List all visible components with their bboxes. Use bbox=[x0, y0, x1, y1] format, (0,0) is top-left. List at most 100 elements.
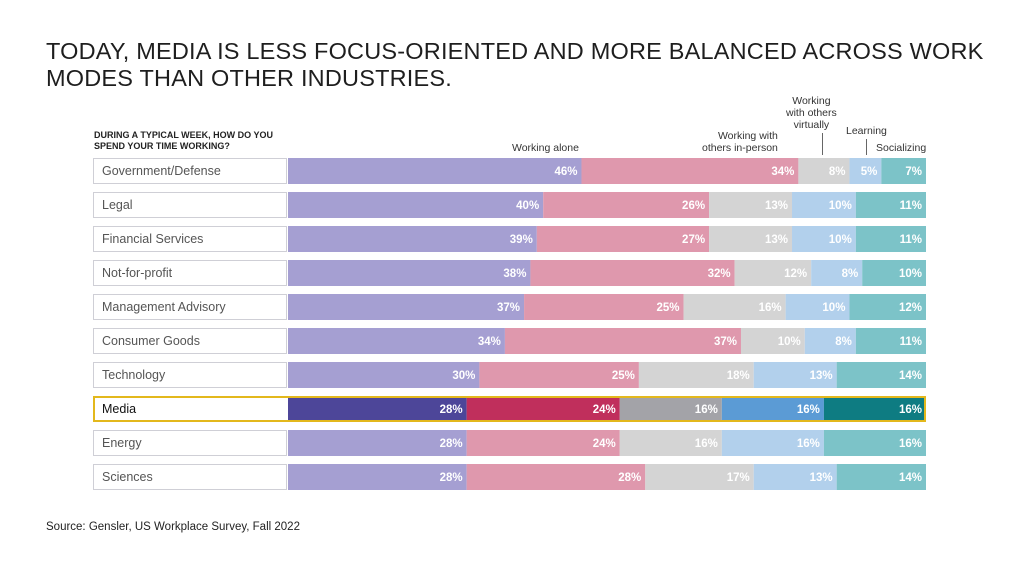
legend-socializing: Socializing bbox=[876, 142, 927, 154]
category-label: Consumer Goods bbox=[93, 328, 287, 354]
bar-segment bbox=[536, 226, 710, 252]
bar-segment bbox=[466, 464, 646, 490]
bar-segment bbox=[466, 396, 620, 422]
data-label: 16% bbox=[899, 438, 922, 450]
data-label: 25% bbox=[657, 302, 680, 314]
bar-segment bbox=[811, 260, 863, 286]
data-label: 17% bbox=[727, 472, 750, 484]
category-label: Energy bbox=[93, 430, 287, 456]
bar-segment bbox=[619, 430, 722, 456]
category-label: Not-for-profit bbox=[93, 260, 287, 286]
data-label: 14% bbox=[899, 472, 922, 484]
data-label: 10% bbox=[829, 234, 852, 246]
data-label: 13% bbox=[810, 472, 833, 484]
data-label: 37% bbox=[497, 302, 520, 314]
data-label: 46% bbox=[554, 166, 577, 178]
category-label: Technology bbox=[93, 362, 287, 388]
bar-segment bbox=[855, 192, 926, 218]
source-note: Source: Gensler, US Workplace Survey, Fa… bbox=[46, 521, 300, 533]
bar-segment bbox=[504, 328, 741, 354]
data-label: 24% bbox=[593, 438, 616, 450]
bar-segment bbox=[638, 362, 754, 388]
data-label: 40% bbox=[516, 200, 539, 212]
data-label: 16% bbox=[759, 302, 782, 314]
bar-segment bbox=[288, 328, 505, 354]
data-label: 28% bbox=[440, 404, 463, 416]
bar-segment bbox=[530, 260, 735, 286]
bar-segment bbox=[288, 260, 531, 286]
data-label: 16% bbox=[797, 438, 820, 450]
data-label: 7% bbox=[905, 166, 922, 178]
category-label: Government/Defense bbox=[93, 158, 287, 184]
category-label: Financial Services bbox=[93, 226, 287, 252]
bar-segment bbox=[792, 226, 856, 252]
data-label: 10% bbox=[829, 200, 852, 212]
legend-learning: Learning bbox=[846, 125, 887, 137]
data-label: 16% bbox=[695, 438, 718, 450]
data-label: 16% bbox=[797, 404, 820, 416]
bar-segment bbox=[740, 328, 805, 354]
bar-segment bbox=[479, 362, 639, 388]
bar-segment bbox=[862, 260, 926, 286]
category-label: Legal bbox=[93, 192, 287, 218]
bar-segment bbox=[734, 260, 812, 286]
bar-segment bbox=[836, 464, 926, 490]
data-label: 14% bbox=[899, 370, 922, 382]
data-label: 18% bbox=[727, 370, 750, 382]
bar-segment bbox=[709, 192, 793, 218]
data-label: 5% bbox=[861, 166, 878, 178]
bar-segment bbox=[581, 158, 799, 184]
data-label: 10% bbox=[822, 302, 845, 314]
data-label: 13% bbox=[765, 234, 788, 246]
bar-segment bbox=[849, 294, 926, 320]
bar-segment bbox=[855, 226, 926, 252]
data-label: 12% bbox=[899, 302, 922, 314]
bar-segment bbox=[836, 362, 926, 388]
data-label: 26% bbox=[682, 200, 705, 212]
data-label: 8% bbox=[829, 166, 846, 178]
data-label: 28% bbox=[440, 438, 463, 450]
bar-segment bbox=[785, 294, 850, 320]
bar-segment bbox=[288, 396, 467, 422]
bar-segment bbox=[721, 430, 824, 456]
bar-segment bbox=[792, 192, 856, 218]
data-label: 12% bbox=[784, 268, 807, 280]
legend-working-alone: Working alone bbox=[512, 142, 579, 154]
data-label: 10% bbox=[778, 336, 801, 348]
bar-segment bbox=[709, 226, 793, 252]
category-label: Sciences bbox=[93, 464, 287, 490]
bar-segment bbox=[721, 396, 824, 422]
chart-title: TODAY, MEDIA IS LESS FOCUS-ORIENTED AND … bbox=[46, 38, 984, 91]
bar-segment bbox=[288, 464, 467, 490]
legend-working-virtually: Working with others virtually bbox=[786, 95, 837, 131]
data-label: 39% bbox=[510, 234, 533, 246]
bar-segment bbox=[823, 430, 926, 456]
data-label: 8% bbox=[842, 268, 859, 280]
bar-segment bbox=[288, 362, 480, 388]
data-label: 28% bbox=[440, 472, 463, 484]
bar-segment bbox=[855, 328, 926, 354]
data-label: 37% bbox=[714, 336, 737, 348]
bar-segment bbox=[619, 396, 722, 422]
data-label: 13% bbox=[810, 370, 833, 382]
bar-segment bbox=[543, 192, 710, 218]
bar-segment bbox=[288, 192, 544, 218]
bar-segment bbox=[849, 158, 882, 184]
legend-tick-learning bbox=[866, 139, 867, 155]
bar-segment bbox=[753, 362, 837, 388]
survey-question: DURING A TYPICAL WEEK, HOW DO YOU SPEND … bbox=[94, 130, 274, 151]
bar-segment bbox=[804, 328, 856, 354]
data-label: 27% bbox=[682, 234, 705, 246]
legend-tick-virtually bbox=[822, 133, 823, 155]
data-label: 13% bbox=[765, 200, 788, 212]
legend-working-in-person: Working with others in-person bbox=[702, 130, 778, 154]
data-label: 28% bbox=[618, 472, 641, 484]
data-label: 34% bbox=[478, 336, 501, 348]
data-label: 24% bbox=[593, 404, 616, 416]
bar-segment bbox=[798, 158, 850, 184]
bar-segment bbox=[683, 294, 786, 320]
category-label: Management Advisory bbox=[93, 294, 287, 320]
data-label: 34% bbox=[771, 166, 794, 178]
data-label: 11% bbox=[900, 336, 922, 348]
